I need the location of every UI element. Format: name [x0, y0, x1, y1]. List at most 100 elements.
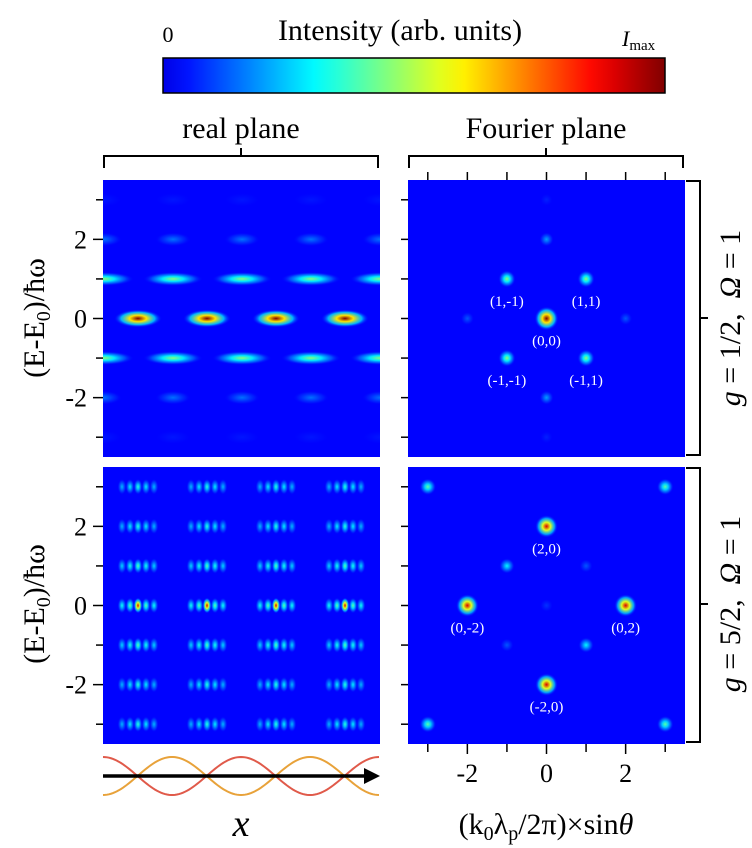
- intensity-spot: [186, 637, 196, 654]
- intensity-spot: [210, 557, 220, 574]
- intensity-spot: [149, 518, 159, 535]
- intensity-spot: [186, 716, 196, 733]
- spot-label: (0,2): [611, 621, 640, 637]
- intensity-spot: [202, 597, 212, 614]
- bracket: [408, 148, 684, 168]
- intensity-band: [212, 351, 272, 366]
- intensity-spot: [340, 716, 350, 733]
- row-label-part: Ω: [714, 563, 747, 585]
- intensity-spot: [186, 557, 196, 574]
- intensity-spot: [125, 716, 135, 733]
- intensity-spot: [117, 557, 127, 574]
- fourier-spot: [577, 270, 595, 288]
- spot-label: (-1,1): [569, 373, 603, 389]
- spot-label: (0,0): [532, 334, 561, 350]
- y-tick-label: 0: [74, 305, 87, 334]
- intensity-spot: [210, 637, 220, 654]
- fourier-spot: [656, 715, 674, 733]
- fourier-spot: [539, 232, 554, 247]
- intensity-spot: [287, 597, 297, 614]
- intensity-spot: [356, 676, 366, 693]
- intensity-spot: [141, 597, 151, 614]
- intensity-spot: [117, 676, 127, 693]
- intensity-band: [224, 430, 260, 445]
- y-label-part: 0: [33, 311, 55, 321]
- intensity-band: [293, 430, 329, 445]
- intensity-band: [293, 390, 329, 405]
- intensity-spot: [255, 637, 265, 654]
- intensity-band: [103, 430, 122, 445]
- intensity-spot: [271, 557, 281, 574]
- intensity-spot: [271, 478, 281, 495]
- real-x-label: x: [232, 803, 250, 845]
- intensity-band: [155, 430, 191, 445]
- intensity-spot: [117, 478, 127, 495]
- colorbar-max-label: Imax: [621, 26, 656, 54]
- x-tick-label: -2: [457, 759, 479, 788]
- spot-label: (1,1): [572, 294, 601, 310]
- intensity-spot: [141, 676, 151, 693]
- intensity-spot: [340, 597, 350, 614]
- intensity-spot: [279, 716, 289, 733]
- intensity-spot: [117, 597, 127, 614]
- y-axis-label: (E-E0)/ħω: [18, 258, 55, 378]
- intensity-spot: [125, 518, 135, 535]
- column-header: Fourier plane: [466, 112, 627, 145]
- y-tick-label: 0: [74, 592, 87, 621]
- intensity-spot: [263, 637, 273, 654]
- intensity-spot: [279, 637, 289, 654]
- intensity-spot: [271, 716, 281, 733]
- x-label-part: p: [508, 823, 518, 845]
- intensity-spot: [340, 676, 350, 693]
- fourier-spot: [540, 599, 553, 612]
- row-label-part: = 1/2,: [714, 298, 747, 391]
- y-tick-label: -2: [65, 384, 87, 413]
- intensity-band: [293, 232, 329, 247]
- intensity-spot: [287, 478, 297, 495]
- intensity-band: [362, 430, 380, 445]
- intensity-spot: [255, 478, 265, 495]
- x-label-part: θ: [619, 808, 634, 841]
- row-label-part: Ω: [714, 277, 747, 299]
- intensity-band: [281, 351, 341, 366]
- intensity-spot: [332, 716, 342, 733]
- fourier-spot: [614, 594, 638, 617]
- intensity-spot: [356, 637, 366, 654]
- intensity-spot: [202, 557, 212, 574]
- intensity-spot: [332, 478, 342, 495]
- colorbar-min-label: 0: [163, 22, 174, 47]
- bracket: [686, 180, 708, 456]
- intensity-spot: [263, 676, 273, 693]
- intensity-spot: [125, 676, 135, 693]
- fourier-spot: [534, 306, 559, 331]
- intensity-spot: [263, 557, 273, 574]
- intensity-spot: [194, 557, 204, 574]
- intensity-band: [155, 192, 191, 207]
- intensity-spot: [218, 716, 228, 733]
- intensity-spot: [194, 676, 204, 693]
- fourier-spot: [498, 270, 516, 288]
- bracket: [103, 148, 379, 168]
- intensity-spot: [133, 478, 143, 495]
- intensity-spot: [271, 676, 281, 693]
- intensity-spot: [356, 478, 366, 495]
- intensity-spot: [141, 557, 151, 574]
- intensity-spot: [348, 478, 358, 495]
- intensity-spot: [125, 478, 135, 495]
- intensity-spot: [332, 637, 342, 654]
- spot-label: (2,0): [532, 541, 561, 557]
- spot-label: (-1,-1): [488, 373, 527, 389]
- intensity-spot: [125, 557, 135, 574]
- intensity-spot: [263, 478, 273, 495]
- x-tick-label: 2: [619, 759, 632, 788]
- x-tick-label: 0: [540, 759, 553, 788]
- intensity-spot: [279, 557, 289, 574]
- intensity-spot: [186, 478, 196, 495]
- intensity-spot: [356, 597, 366, 614]
- intensity-spot: [356, 716, 366, 733]
- row-label-part: = 1: [714, 230, 747, 277]
- intensity-spot: [133, 518, 143, 535]
- intensity-spot: [324, 557, 334, 574]
- intensity-spot: [287, 518, 297, 535]
- intensity-spot: [194, 637, 204, 654]
